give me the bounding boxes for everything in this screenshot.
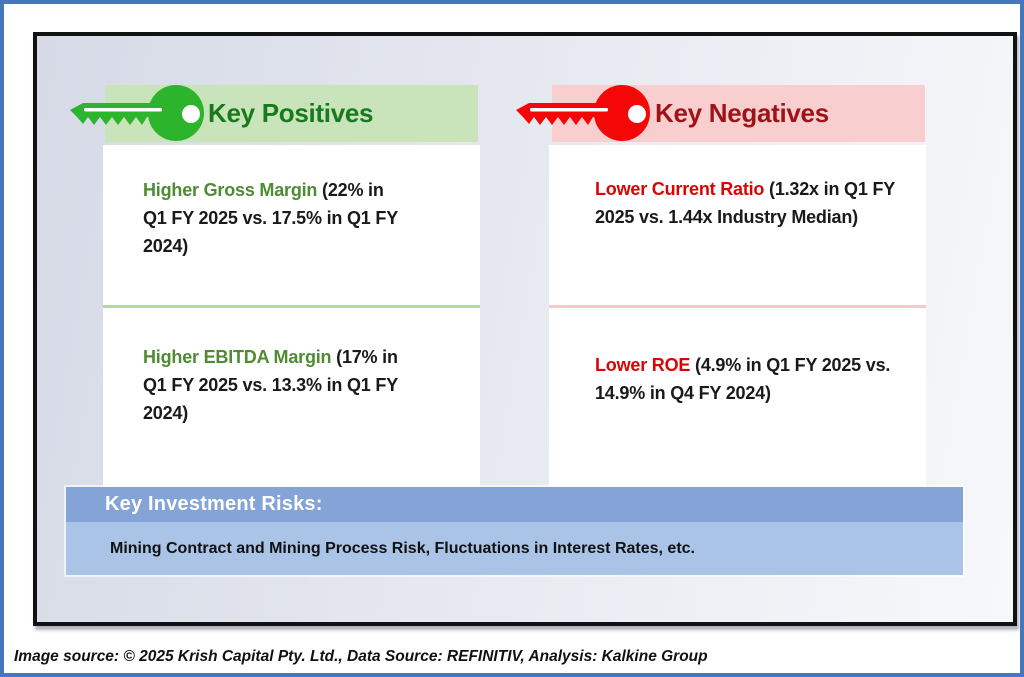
main-panel: Key Positives Higher Gross Margin (22% i…: [33, 32, 1017, 626]
green-key-icon: [70, 85, 204, 141]
positives-card: Higher Gross Margin (22% in Q1 FY 2025 v…: [103, 145, 480, 487]
positive-item-gross-margin: Higher Gross Margin (22% in Q1 FY 2025 v…: [103, 145, 480, 308]
positive-item-title: Higher EBITDA Margin: [143, 347, 332, 367]
key-positives-title: Key Positives: [208, 98, 374, 128]
positive-item-title: Higher Gross Margin: [143, 180, 318, 200]
negative-item-detail: (4.9% in Q1 FY 2025 vs.: [690, 355, 891, 375]
positive-item-detail: Q1 FY 2025 vs. 17.5% in Q1 FY: [143, 208, 399, 228]
positive-item-text: Higher Gross Margin (22% in Q1 FY 2025 v…: [103, 145, 480, 260]
red-key-icon: [516, 85, 650, 141]
source-attribution: Image source: © 2025 Krish Capital Pty. …: [14, 648, 708, 665]
investment-risks-title: Key Investment Risks:: [105, 493, 323, 515]
investment-risks-section: Key Investment Risks: Mining Contract an…: [66, 487, 963, 575]
investment-risks-text: Mining Contract and Mining Process Risk,…: [110, 539, 695, 557]
negative-item-detail: 2025 vs. 1.44x Industry Median): [595, 207, 858, 227]
positive-item-text: Higher EBITDA Margin (17% in Q1 FY 2025 …: [103, 308, 480, 427]
negative-item-detail: 14.9% in Q4 FY 2024): [595, 383, 771, 403]
negative-item-roe: Lower ROE (4.9% in Q1 FY 2025 vs. 14.9% …: [549, 308, 926, 487]
key-negatives-title: Key Negatives: [655, 98, 829, 128]
negative-item-title: Lower ROE: [595, 355, 691, 375]
negative-item-text: Lower Current Ratio (1.32x in Q1 FY 2025…: [549, 145, 926, 231]
negative-item-detail: (1.32x in Q1 FY: [764, 179, 896, 199]
negative-item-current-ratio: Lower Current Ratio (1.32x in Q1 FY 2025…: [549, 145, 926, 308]
investment-risks-header: Key Investment Risks:: [66, 487, 963, 522]
investment-risks-body: Mining Contract and Mining Process Risk,…: [66, 522, 963, 575]
positive-item-detail: 2024): [143, 236, 189, 256]
negative-item-text: Lower ROE (4.9% in Q1 FY 2025 vs. 14.9% …: [549, 308, 926, 407]
positive-item-ebitda-margin: Higher EBITDA Margin (17% in Q1 FY 2025 …: [103, 308, 480, 487]
negatives-card: Lower Current Ratio (1.32x in Q1 FY 2025…: [549, 145, 926, 487]
positive-item-detail: Q1 FY 2025 vs. 13.3% in Q1 FY: [143, 375, 399, 395]
negative-item-title: Lower Current Ratio: [595, 179, 765, 199]
positive-item-detail: 2024): [143, 403, 189, 423]
positive-item-detail: (22% in: [317, 180, 384, 200]
positive-item-detail: (17% in: [331, 347, 398, 367]
